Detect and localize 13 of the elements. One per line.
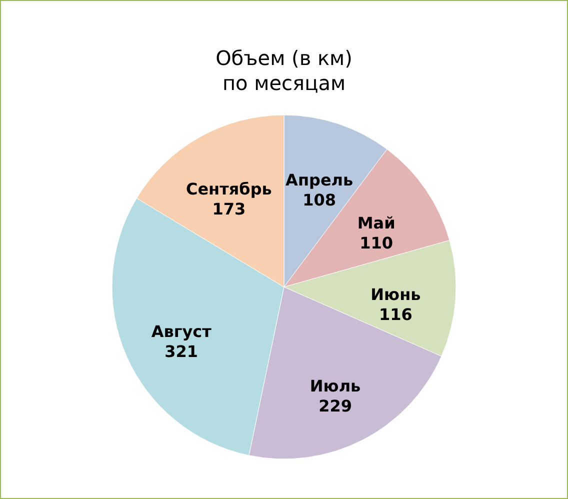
slice-label: Май xyxy=(357,214,396,233)
data-label: 110 xyxy=(360,234,394,253)
data-label: 321 xyxy=(164,342,198,361)
slice-label: Сентябрь xyxy=(186,179,272,198)
data-label: 108 xyxy=(302,190,336,210)
slice-label: Август xyxy=(151,322,212,341)
slice-label: Июнь xyxy=(370,284,421,304)
data-label: 229 xyxy=(318,396,352,416)
slice-label: Апрель xyxy=(286,170,354,190)
slice-label: Июль xyxy=(310,376,361,396)
data-label: 173 xyxy=(212,199,246,218)
data-label: 116 xyxy=(379,304,412,324)
chart-title: Объем (в км) по месяцам xyxy=(216,46,352,95)
